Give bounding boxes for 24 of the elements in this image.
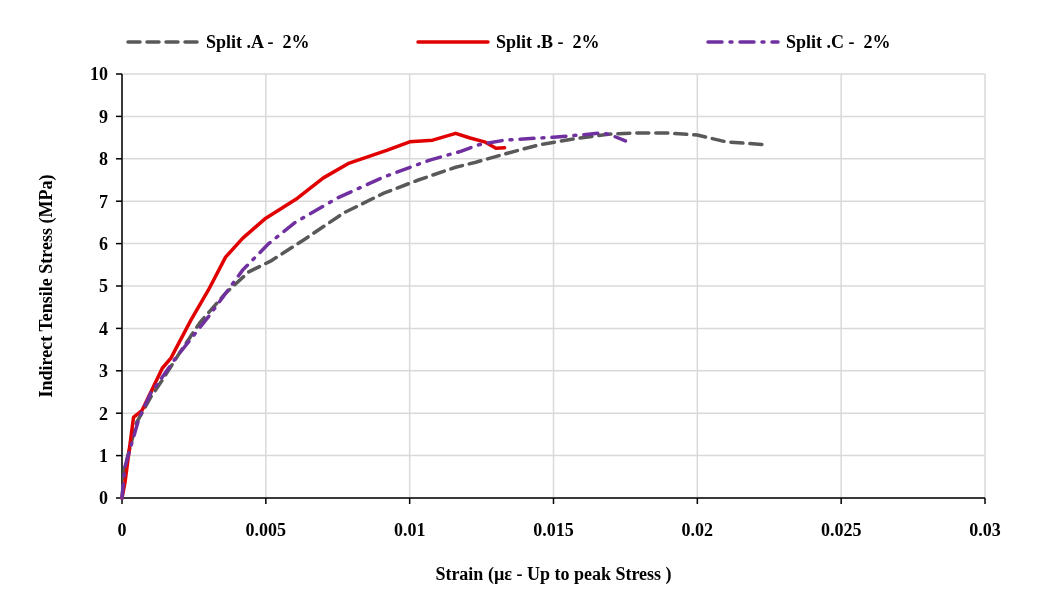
x-tick-label: 0.015 [533, 520, 574, 540]
x-tick-label: 0.025 [820, 520, 862, 540]
y-tick-label: 0 [99, 488, 108, 509]
x-axis-title: Strain (µε - Up to peak Stress ) [435, 564, 672, 585]
y-tick-label: 6 [99, 233, 108, 254]
y-tick-label: 2 [99, 403, 108, 424]
y-tick-label: 10 [90, 64, 108, 85]
x-tick-label: 0.005 [245, 520, 287, 540]
line-series [120, 131, 628, 500]
y-tick-label: 3 [99, 361, 108, 382]
y-tick-label: 8 [99, 149, 108, 170]
legend-label: Split .A - 2% [206, 32, 310, 53]
x-tick-label: 0 [117, 520, 127, 540]
y-axis-title: Indirect Tensile Stress (MPa) [36, 174, 57, 398]
legend-label: Split .C - 2% [786, 32, 891, 53]
y-tick-label: 9 [99, 106, 108, 127]
y-tick-label: 4 [99, 318, 108, 339]
x-tick-label: 0.02 [681, 520, 714, 540]
y-tick-label: 5 [99, 276, 108, 297]
x-tick-label: 0.03 [969, 520, 1001, 540]
y-tick-label: 7 [99, 191, 108, 212]
legend-label: Split .B - 2% [496, 32, 600, 53]
y-tick-label: 1 [99, 445, 108, 466]
x-tick-label: 0.01 [393, 520, 426, 540]
